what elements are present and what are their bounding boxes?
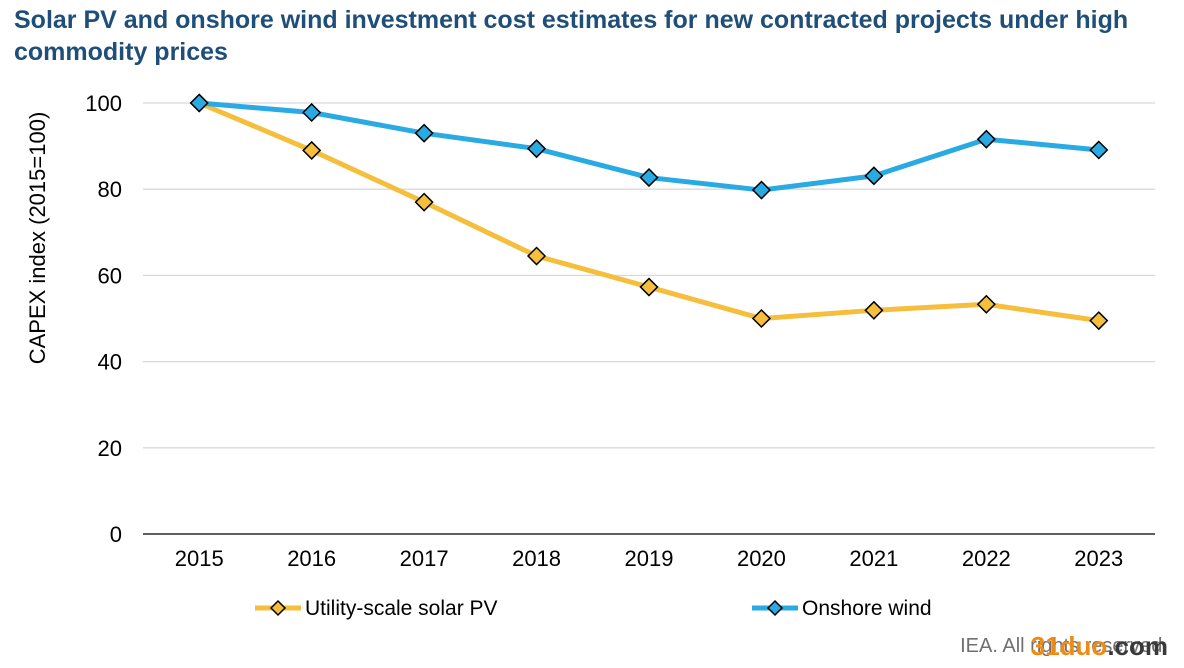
data-point-marker <box>526 246 547 266</box>
y-tick-label: 0 <box>110 522 122 547</box>
series-solar-pv <box>189 93 1109 331</box>
data-point-marker <box>189 93 209 113</box>
legend-swatch-marker <box>269 599 287 617</box>
data-point-marker <box>864 300 884 320</box>
series-onshore-wind <box>189 93 1109 200</box>
data-point-marker <box>414 192 434 212</box>
data-point-marker <box>976 294 996 314</box>
legend-swatch-marker <box>766 599 784 617</box>
watermark-part2: .com <box>1107 631 1168 661</box>
legend-item: Utility-scale solar PV <box>255 597 498 620</box>
data-point-marker <box>751 180 772 200</box>
legend-item: Onshore wind <box>752 597 932 620</box>
x-tick-label: 2022 <box>962 546 1011 571</box>
y-tick-label: 40 <box>98 350 122 375</box>
data-point-marker <box>639 168 659 188</box>
chart-title: Solar PV and onshore wind investment cos… <box>14 6 1129 66</box>
data-point-marker <box>976 129 996 149</box>
y-axis-ticks: 0 20 40 60 80 100 <box>85 91 122 547</box>
watermark-logo: 31duo.com <box>1031 631 1168 662</box>
x-tick-label: 2017 <box>400 546 449 571</box>
y-axis-label: CAPEX index (2015=100) <box>25 112 50 365</box>
data-point-marker <box>1089 311 1109 331</box>
y-tick-label: 100 <box>85 91 122 116</box>
x-tick-label: 2018 <box>512 546 561 571</box>
gridlines <box>143 102 1155 535</box>
x-axis-ticks: 2015 2016 2017 2018 2019 2020 2021 2022 2023 <box>175 546 1124 571</box>
legend-label: Utility-scale solar PV <box>305 597 498 620</box>
y-tick-label: 20 <box>98 436 122 461</box>
y-tick-label: 60 <box>98 263 122 288</box>
x-tick-label: 2015 <box>175 546 224 571</box>
x-tick-label: 2021 <box>849 546 898 571</box>
legend: Utility-scale solar PV Onshore wind <box>255 597 932 620</box>
data-point-marker <box>414 123 434 143</box>
x-tick-label: 2016 <box>287 546 336 571</box>
source-note: IEA. All rights reserved. <box>960 635 1168 657</box>
data-point-marker <box>639 277 659 297</box>
data-point-marker <box>1089 140 1109 160</box>
watermark-part1: 31duo <box>1030 631 1108 661</box>
legend-label: Onshore wind <box>802 597 932 620</box>
data-point-marker <box>526 139 547 159</box>
data-point-marker <box>302 102 322 123</box>
data-point-marker <box>751 308 772 329</box>
y-tick-label: 80 <box>98 177 122 202</box>
x-tick-label: 2023 <box>1074 546 1123 571</box>
series-group <box>189 93 1109 331</box>
x-tick-label: 2019 <box>625 546 674 571</box>
x-tick-label: 2020 <box>737 546 786 571</box>
data-point-marker <box>302 140 322 160</box>
data-point-marker <box>864 166 884 186</box>
